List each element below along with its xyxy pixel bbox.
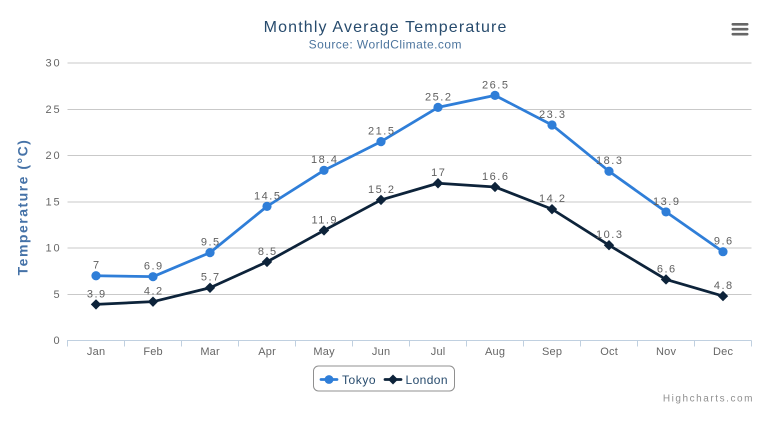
svg-text:Dec: Dec (713, 346, 733, 358)
svg-text:Apr: Apr (258, 346, 276, 358)
svg-text:Monthly Average Temperature: Monthly Average Temperature (264, 19, 508, 36)
svg-text:14.2: 14.2 (539, 193, 566, 205)
svg-text:26.5: 26.5 (482, 79, 509, 91)
svg-text:7: 7 (93, 260, 101, 272)
svg-text:Tokyo: Tokyo (342, 373, 376, 387)
svg-text:5: 5 (53, 289, 61, 301)
svg-text:9.6: 9.6 (714, 236, 734, 248)
svg-text:25: 25 (46, 104, 62, 116)
svg-text:9.5: 9.5 (201, 237, 221, 249)
svg-text:16.6: 16.6 (482, 171, 509, 183)
svg-text:30: 30 (46, 58, 62, 70)
svg-text:14.5: 14.5 (254, 190, 281, 202)
svg-text:20: 20 (46, 150, 62, 162)
svg-text:Oct: Oct (600, 346, 618, 358)
svg-text:Feb: Feb (143, 346, 163, 358)
svg-text:11.9: 11.9 (311, 214, 338, 226)
svg-text:18.3: 18.3 (596, 155, 623, 167)
svg-text:Aug: Aug (485, 346, 505, 358)
svg-text:Sep: Sep (542, 346, 562, 358)
svg-text:0: 0 (53, 335, 61, 347)
svg-text:21.5: 21.5 (368, 126, 395, 138)
svg-text:5.7: 5.7 (201, 272, 221, 284)
svg-text:18.4: 18.4 (311, 154, 338, 166)
svg-text:13.9: 13.9 (653, 196, 680, 208)
svg-text:May: May (313, 346, 335, 358)
svg-text:Highcharts.com: Highcharts.com (663, 394, 754, 405)
svg-text:25.2: 25.2 (425, 91, 452, 103)
svg-text:17: 17 (431, 167, 446, 179)
svg-text:15: 15 (46, 196, 62, 208)
svg-text:15.2: 15.2 (368, 184, 395, 196)
svg-text:Mar: Mar (200, 346, 220, 358)
svg-text:6.9: 6.9 (144, 261, 164, 273)
svg-text:23.3: 23.3 (539, 109, 566, 121)
svg-text:4.8: 4.8 (714, 280, 734, 292)
svg-text:London: London (406, 373, 448, 387)
svg-text:6.6: 6.6 (657, 263, 677, 275)
svg-text:Temperature (°C): Temperature (°C) (14, 139, 30, 276)
svg-text:8.5: 8.5 (258, 246, 278, 258)
svg-text:10.3: 10.3 (596, 229, 623, 241)
svg-text:Jul: Jul (431, 346, 446, 358)
svg-text:10: 10 (46, 243, 62, 255)
svg-text:Source: WorldClimate.com: Source: WorldClimate.com (309, 37, 462, 51)
svg-text:4.2: 4.2 (144, 286, 164, 298)
svg-text:3.9: 3.9 (87, 288, 107, 300)
svg-text:Nov: Nov (656, 346, 676, 358)
svg-text:Jan: Jan (87, 346, 105, 358)
svg-text:Jun: Jun (372, 346, 390, 358)
